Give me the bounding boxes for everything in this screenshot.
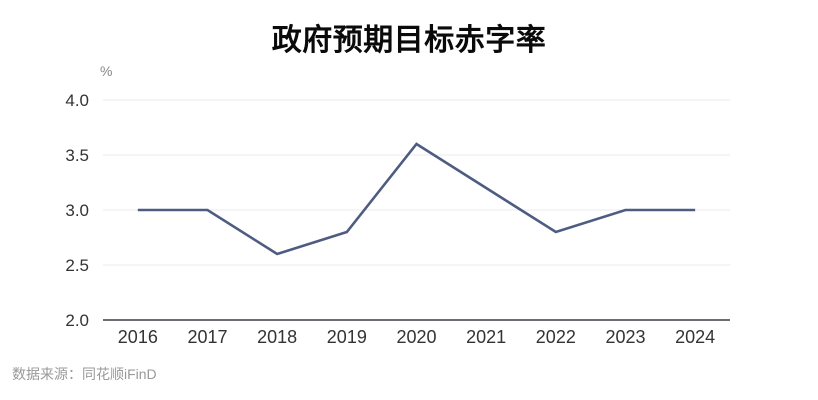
y-tick-label: 3.5 xyxy=(65,146,89,165)
deficit-rate-line xyxy=(137,142,696,256)
y-tick-label: 3.0 xyxy=(65,201,89,220)
chart-title: 政府预期目标赤字率 xyxy=(271,24,547,57)
x-tick-label: 2016 xyxy=(118,327,158,347)
source-note: 数据来源：同花顺iFinD xyxy=(12,366,157,382)
x-tick-label: 2019 xyxy=(327,327,367,347)
x-tick-label: 2018 xyxy=(257,327,297,347)
y-axis-unit-label: % xyxy=(100,63,113,79)
x-tick-label: 2024 xyxy=(675,327,715,347)
y-tick-label: 2.5 xyxy=(65,256,89,275)
x-tick-label: 2020 xyxy=(396,327,436,347)
x-tick-label: 2021 xyxy=(466,327,506,347)
y-tick-label: 2.0 xyxy=(65,311,89,330)
x-tick-label: 2023 xyxy=(605,327,645,347)
x-tick-label: 2017 xyxy=(187,327,227,347)
y-tick-label: 4.0 xyxy=(65,91,89,110)
x-tick-label: 2022 xyxy=(536,327,576,347)
